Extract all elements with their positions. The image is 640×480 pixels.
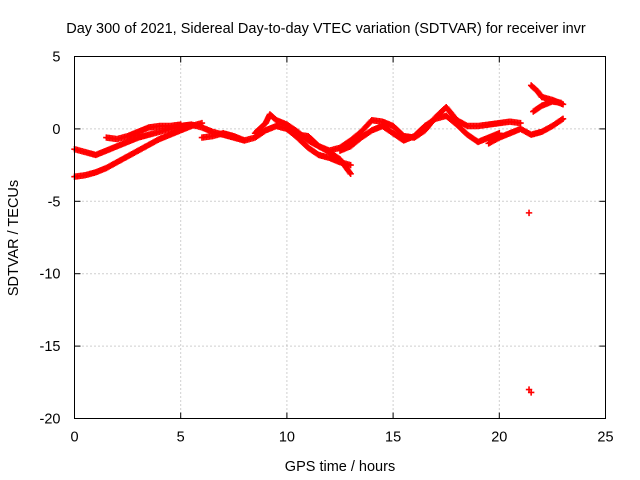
- x-axis-label: GPS time / hours: [285, 459, 395, 475]
- data-point: [557, 99, 565, 107]
- grid: [74, 56, 606, 419]
- axis-ticks: 0 5 10 15 20 25 5 0 -5 -10 -15 -20: [40, 50, 614, 446]
- outlier-point: [525, 209, 533, 217]
- plot-area: [71, 82, 567, 396]
- y-axis-label: SDTVAR / TECUs: [6, 180, 22, 296]
- data-point: [177, 121, 184, 128]
- y-tick-label: 0: [52, 122, 60, 138]
- data-point: [558, 116, 566, 123]
- x-tick-label: 5: [177, 430, 185, 446]
- plot-frame: [74, 56, 606, 419]
- data-point: [517, 119, 524, 127]
- x-tick-label: 0: [70, 430, 78, 446]
- data-point: [559, 115, 567, 122]
- y-tick-label: -5: [48, 194, 61, 210]
- chart-title: Day 300 of 2021, Sidereal Day-to-day VTE…: [66, 21, 586, 37]
- data-point: [347, 170, 354, 177]
- y-tick-label: -20: [40, 412, 61, 428]
- y-tick-label: -10: [40, 267, 61, 283]
- x-tick-label: 10: [279, 430, 295, 446]
- data-point: [347, 161, 354, 169]
- x-tick-label: 25: [597, 430, 613, 446]
- x-tick-label: 15: [385, 430, 401, 446]
- outlier-point: [527, 389, 535, 396]
- y-tick-label: -15: [40, 339, 61, 355]
- data-point: [198, 119, 206, 127]
- data-point: [346, 169, 353, 176]
- y-tick-label: 5: [52, 50, 60, 66]
- x-tick-label: 20: [491, 430, 507, 446]
